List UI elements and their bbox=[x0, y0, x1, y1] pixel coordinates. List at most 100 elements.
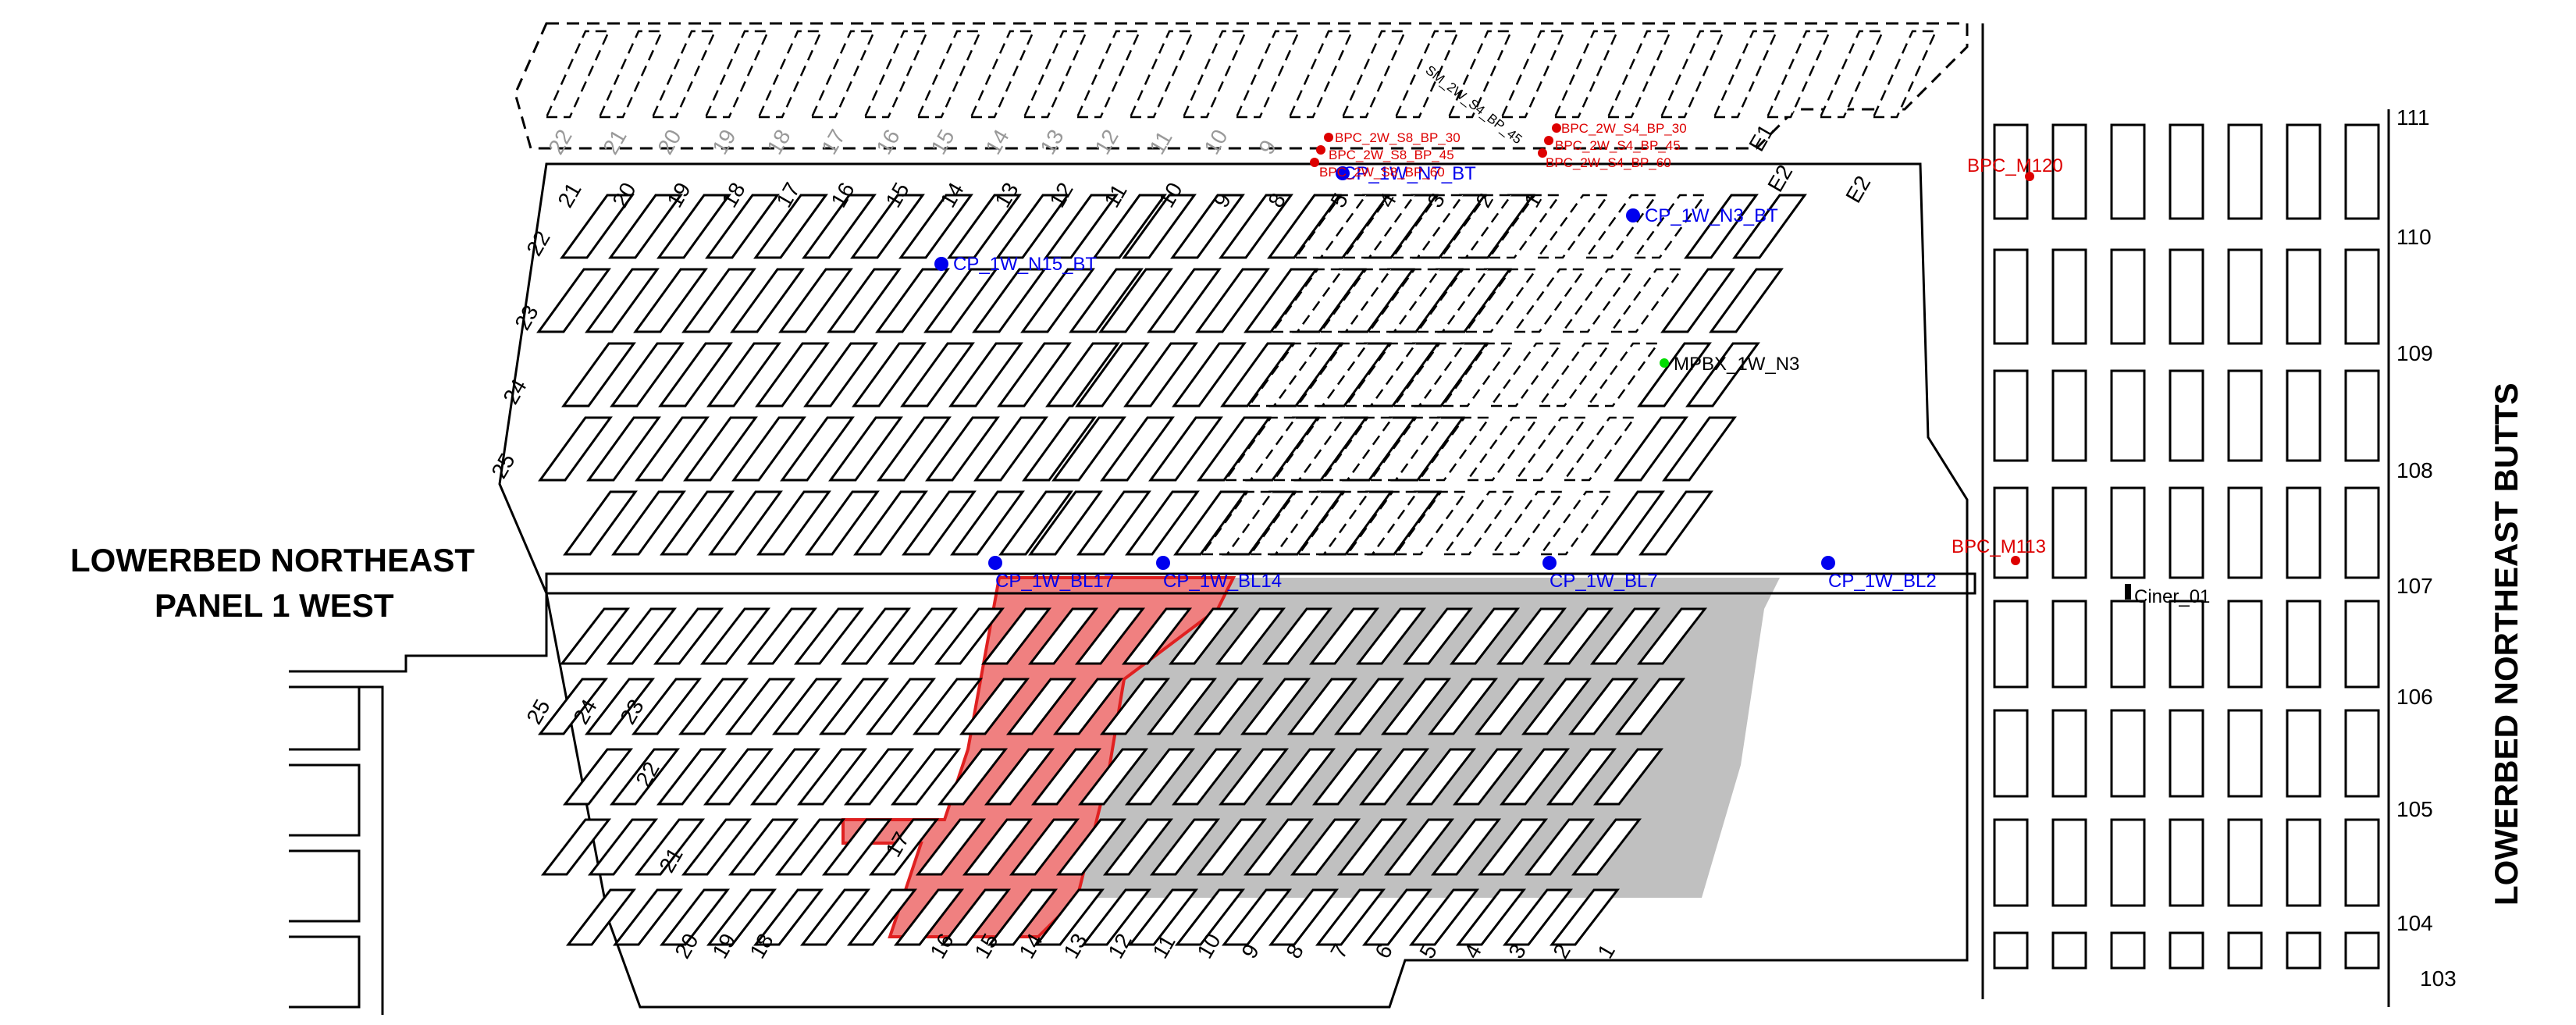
upper-dashed-pillars bbox=[545, 30, 1937, 119]
north-pillar bbox=[1123, 342, 1198, 408]
lower-pillar bbox=[706, 888, 777, 946]
bpc-label-s8-60: BPC_2W_S8_BP_60 bbox=[1319, 165, 1445, 180]
butts-pillar bbox=[2286, 486, 2322, 579]
bpc-point-s8-45[interactable] bbox=[1316, 145, 1325, 155]
north-pillar bbox=[585, 268, 660, 333]
cp-point-bl14[interactable] bbox=[1156, 556, 1170, 570]
bpc-point-s8-60[interactable] bbox=[1310, 158, 1319, 167]
butts-pillar bbox=[1993, 123, 2029, 220]
lower-pillar bbox=[1124, 748, 1196, 806]
lower-pillar bbox=[1542, 607, 1614, 665]
bpc-point-s4-45[interactable] bbox=[1544, 136, 1553, 145]
north-pillar bbox=[1100, 416, 1175, 482]
lower-pillar bbox=[699, 607, 771, 665]
cp-point-n7[interactable] bbox=[1336, 166, 1350, 180]
lower-pillar bbox=[1027, 607, 1099, 665]
lower-pillar bbox=[1502, 888, 1574, 946]
lower-pillar bbox=[1571, 818, 1642, 876]
north-pillar bbox=[753, 194, 828, 259]
cp-point-bl2[interactable] bbox=[1821, 556, 1835, 570]
lower-pillar bbox=[984, 748, 1055, 806]
dashed-pillar bbox=[1553, 30, 1619, 119]
north-dashed-pillar bbox=[1487, 194, 1562, 259]
butts-pillar bbox=[2344, 248, 2380, 345]
north-dashed-pillar bbox=[1465, 416, 1540, 482]
lower-pillar bbox=[562, 748, 634, 806]
lower-pillar bbox=[868, 818, 940, 876]
north-pillar bbox=[877, 416, 952, 482]
dashed-crosscut-number: 15 bbox=[926, 126, 959, 158]
cp-point-n15[interactable] bbox=[934, 257, 948, 271]
north-pillar bbox=[852, 342, 927, 408]
lower-pillar bbox=[1333, 678, 1405, 735]
bpc-point-s4-60[interactable] bbox=[1538, 148, 1547, 158]
north-pillar bbox=[1075, 342, 1150, 408]
butts-pillar bbox=[2169, 600, 2204, 689]
butts-pillar bbox=[2286, 123, 2322, 220]
cp-point-bl17[interactable] bbox=[988, 556, 1002, 570]
lower-pillar bbox=[1121, 607, 1193, 665]
cp-point-bl7[interactable] bbox=[1542, 556, 1557, 570]
north-pillar bbox=[1092, 194, 1167, 259]
dashed-crosscut-number: 16 bbox=[871, 126, 904, 158]
lower-pillar bbox=[1614, 678, 1686, 735]
north-dashed-pillar bbox=[1489, 342, 1564, 408]
butts-pillar bbox=[1993, 600, 2029, 689]
dashed-pillar bbox=[651, 30, 717, 119]
butts-pillar bbox=[2051, 931, 2087, 970]
dashed-pillar bbox=[1129, 30, 1194, 119]
bpc-point-s8-30[interactable] bbox=[1324, 133, 1333, 142]
north-pillar bbox=[1614, 416, 1688, 482]
bpc-point-s4-30[interactable] bbox=[1552, 123, 1561, 133]
north-pillar bbox=[1051, 416, 1126, 482]
north-pillar bbox=[586, 416, 661, 482]
butts-pillar bbox=[1993, 486, 2029, 579]
butts-pillar bbox=[2286, 369, 2322, 462]
bpc-label-m120: BPC_M120 bbox=[1967, 155, 2063, 176]
north-pillar bbox=[923, 268, 998, 333]
butt-row-number: 108 bbox=[2396, 458, 2433, 482]
lower-pillar bbox=[728, 818, 799, 876]
lower-pillar bbox=[1592, 748, 1664, 806]
north-side-number: 22 bbox=[521, 227, 554, 260]
north-pillar bbox=[1637, 342, 1712, 408]
butts-pillar bbox=[2051, 486, 2087, 579]
ciner-point[interactable] bbox=[2125, 584, 2131, 600]
lower-pillar bbox=[1315, 888, 1386, 946]
panel-title-line2: PANEL 1 WEST bbox=[155, 587, 394, 624]
cp-label-n15: CP_1W_N15_BT bbox=[953, 254, 1097, 275]
butts-pillar bbox=[2169, 818, 2204, 907]
lower-pillar bbox=[559, 607, 631, 665]
lower-pillar bbox=[959, 678, 1030, 735]
lower-pillar bbox=[540, 818, 612, 876]
north-pillar bbox=[828, 416, 903, 482]
lower-pillar bbox=[1405, 748, 1477, 806]
dashed-pillar bbox=[1182, 30, 1247, 119]
north-pillar bbox=[998, 490, 1073, 556]
north-pillar bbox=[705, 194, 780, 259]
cp-point-n3[interactable] bbox=[1626, 208, 1640, 222]
butt-row-number: 105 bbox=[2396, 797, 2433, 821]
north-pillar bbox=[706, 342, 781, 408]
bpc-point-m120[interactable] bbox=[2025, 172, 2034, 181]
lower-pillar bbox=[1499, 748, 1571, 806]
north-pillar bbox=[1267, 194, 1342, 259]
lower-pillar bbox=[1449, 607, 1521, 665]
dashed-pillar bbox=[1447, 30, 1513, 119]
dashed-crosscut-number: 17 bbox=[817, 126, 849, 158]
bpc-point-m113[interactable] bbox=[2011, 556, 2020, 565]
bpc-label-s4-60: BPC_2W_S4_BP_60 bbox=[1546, 155, 1671, 170]
butts-pillar bbox=[1993, 709, 2029, 798]
lower-pillar bbox=[1168, 607, 1240, 665]
butts-pillar bbox=[2286, 709, 2322, 798]
butts-pillar bbox=[2286, 600, 2322, 689]
lower-pillar bbox=[1427, 678, 1499, 735]
north-pillar bbox=[948, 342, 1023, 408]
dashed-crosscut-number: 11 bbox=[1144, 126, 1176, 158]
north-dashed-pillar bbox=[1439, 194, 1514, 259]
dashed-crosscut-number: 13 bbox=[1035, 126, 1068, 158]
mpbx-point[interactable] bbox=[1660, 358, 1669, 368]
north-pillar bbox=[1069, 268, 1144, 333]
left-stub-rooms bbox=[289, 685, 361, 1009]
north-pillar bbox=[610, 342, 685, 408]
